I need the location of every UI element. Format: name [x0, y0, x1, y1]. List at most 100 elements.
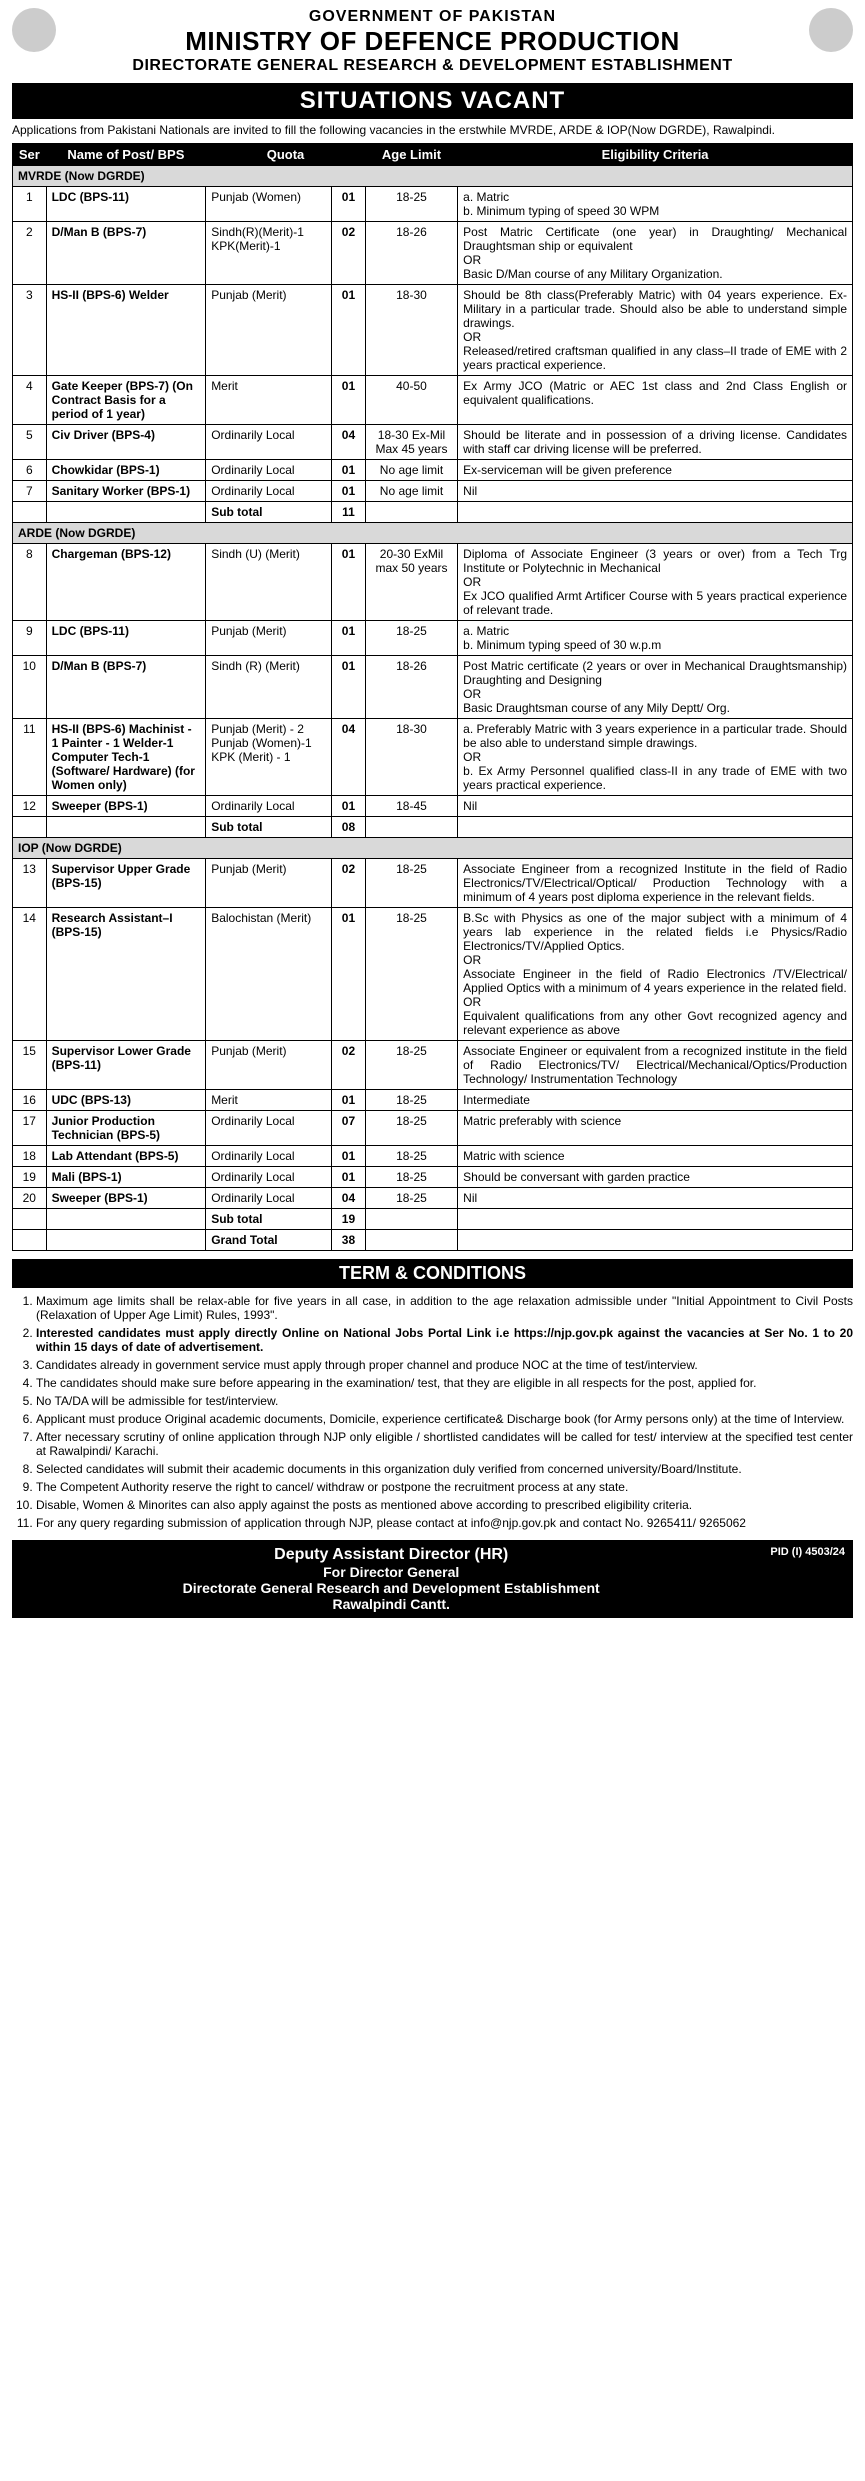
table-row: 10D/Man B (BPS-7)Sindh (R) (Merit)0118-2…: [13, 656, 853, 719]
cell-criteria: B.Sc with Physics as one of the major su…: [458, 908, 853, 1041]
cell-count: 01: [332, 621, 366, 656]
cell-age: 18-25: [365, 1167, 457, 1188]
cell-criteria: Should be literate and in possession of …: [458, 425, 853, 460]
cell-criteria: Matric preferably with science: [458, 1111, 853, 1146]
cell-ser: 13: [13, 859, 47, 908]
grandtotal-value: 38: [332, 1230, 366, 1251]
cell-quota: Ordinarily Local: [206, 1188, 332, 1209]
cell-criteria: Nil: [458, 481, 853, 502]
cell-count: 01: [332, 656, 366, 719]
term-item: The Competent Authority reserve the righ…: [36, 1480, 853, 1494]
cell-ser: 7: [13, 481, 47, 502]
cell-ser: 16: [13, 1090, 47, 1111]
footer-line4: Rawalpindi Cantt.: [12, 1596, 770, 1612]
cell-post: Civ Driver (BPS-4): [46, 425, 206, 460]
cell-quota: Punjab (Merit): [206, 859, 332, 908]
cell-age: 18-25: [365, 187, 457, 222]
cell-post: HS-II (BPS-6) Machinist - 1 Painter - 1 …: [46, 719, 206, 796]
col-post: Name of Post/ BPS: [46, 144, 206, 166]
cell-criteria: a. Matricb. Minimum typing speed of 30 w…: [458, 621, 853, 656]
cell-ser: 4: [13, 376, 47, 425]
cell-ser: 1: [13, 187, 47, 222]
subtotal-value: 08: [332, 817, 366, 838]
cell-post: Sweeper (BPS-1): [46, 796, 206, 817]
cell-age: 18-30 Ex-Mil Max 45 years: [365, 425, 457, 460]
table-row: 18Lab Attendant (BPS-5)Ordinarily Local0…: [13, 1146, 853, 1167]
subtotal-label: Sub total: [206, 1209, 332, 1230]
cell-post: Sweeper (BPS-1): [46, 1188, 206, 1209]
cell-ser: 5: [13, 425, 47, 460]
cell-count: 01: [332, 285, 366, 376]
term-item: Selected candidates will submit their ac…: [36, 1462, 853, 1476]
cell-count: 01: [332, 908, 366, 1041]
cell-quota: Ordinarily Local: [206, 1111, 332, 1146]
table-row: 11HS-II (BPS-6) Machinist - 1 Painter - …: [13, 719, 853, 796]
cell-post: Chargeman (BPS-12): [46, 544, 206, 621]
cell-age: No age limit: [365, 481, 457, 502]
cell-count: 01: [332, 544, 366, 621]
cell-post: Mali (BPS-1): [46, 1167, 206, 1188]
footer-line1: Deputy Assistant Director (HR): [12, 1546, 770, 1564]
terms-list: Maximum age limits shall be relax-able f…: [12, 1294, 853, 1530]
table-row: 8Chargeman (BPS-12)Sindh (U) (Merit)0120…: [13, 544, 853, 621]
table-row: 13Supervisor Upper Grade (BPS-15)Punjab …: [13, 859, 853, 908]
subtotal-value: 19: [332, 1209, 366, 1230]
subtotal-label: Sub total: [206, 502, 332, 523]
cell-criteria: a. Preferably Matric with 3 years experi…: [458, 719, 853, 796]
cell-count: 02: [332, 222, 366, 285]
cell-ser: 2: [13, 222, 47, 285]
col-criteria: Eligibility Criteria: [458, 144, 853, 166]
cell-post: Sanitary Worker (BPS-1): [46, 481, 206, 502]
cell-post: Supervisor Lower Grade (BPS-11): [46, 1041, 206, 1090]
table-row: 5Civ Driver (BPS-4)Ordinarily Local0418-…: [13, 425, 853, 460]
cell-quota: Sindh (R) (Merit): [206, 656, 332, 719]
cell-quota: Merit: [206, 376, 332, 425]
cell-age: 18-26: [365, 222, 457, 285]
cell-ser: 6: [13, 460, 47, 481]
cell-quota: Merit: [206, 1090, 332, 1111]
cell-quota: Sindh(R)(Merit)-1KPK(Merit)-1: [206, 222, 332, 285]
cell-quota: Punjab (Merit) - 2Punjab (Women)-1KPK (M…: [206, 719, 332, 796]
cell-count: 02: [332, 859, 366, 908]
pid-label: PID (I) 4503/24: [770, 1546, 853, 1558]
cell-quota: Sindh (U) (Merit): [206, 544, 332, 621]
cell-post: Chowkidar (BPS-1): [46, 460, 206, 481]
table-row: 19Mali (BPS-1)Ordinarily Local0118-25Sho…: [13, 1167, 853, 1188]
cell-criteria: Matric with science: [458, 1146, 853, 1167]
cell-age: No age limit: [365, 460, 457, 481]
cell-criteria: Ex-serviceman will be given preference: [458, 460, 853, 481]
cell-count: 01: [332, 376, 366, 425]
footer-line2: For Director General: [12, 1564, 770, 1580]
table-row: 3HS-II (BPS-6) WelderPunjab (Merit)0118-…: [13, 285, 853, 376]
logo-left: [12, 8, 56, 52]
term-item: After necessary scrutiny of online appli…: [36, 1430, 853, 1458]
cell-count: 01: [332, 796, 366, 817]
cell-age: 18-30: [365, 285, 457, 376]
cell-criteria: Nil: [458, 796, 853, 817]
grandtotal-label: Grand Total: [206, 1230, 332, 1251]
term-item: The candidates should make sure before a…: [36, 1376, 853, 1390]
cell-criteria: Intermediate: [458, 1090, 853, 1111]
cell-post: D/Man B (BPS-7): [46, 656, 206, 719]
cell-quota: Balochistan (Merit): [206, 908, 332, 1041]
cell-age: 18-45: [365, 796, 457, 817]
cell-count: 02: [332, 1041, 366, 1090]
cell-quota: Ordinarily Local: [206, 1146, 332, 1167]
ministry-label: MINISTRY OF DEFENCE PRODUCTION: [56, 26, 809, 57]
cell-criteria: Nil: [458, 1188, 853, 1209]
cell-quota: Ordinarily Local: [206, 796, 332, 817]
cell-quota: Punjab (Merit): [206, 1041, 332, 1090]
table-row: 9LDC (BPS-11)Punjab (Merit)0118-25a. Mat…: [13, 621, 853, 656]
cell-age: 18-25: [365, 908, 457, 1041]
section-header: MVRDE (Now DGRDE): [13, 166, 853, 187]
cell-count: 01: [332, 1146, 366, 1167]
cell-criteria: Should be conversant with garden practic…: [458, 1167, 853, 1188]
document-page: GOVERNMENT OF PAKISTAN MINISTRY OF DEFEN…: [0, 0, 865, 1626]
term-item: For any query regarding submission of ap…: [36, 1516, 853, 1530]
table-row: 1LDC (BPS-11)Punjab (Women)0118-25a. Mat…: [13, 187, 853, 222]
cell-post: UDC (BPS-13): [46, 1090, 206, 1111]
cell-criteria: Associate Engineer from a recognized Ins…: [458, 859, 853, 908]
cell-ser: 20: [13, 1188, 47, 1209]
footer-bar: Deputy Assistant Director (HR) For Direc…: [12, 1540, 853, 1618]
cell-count: 01: [332, 1090, 366, 1111]
